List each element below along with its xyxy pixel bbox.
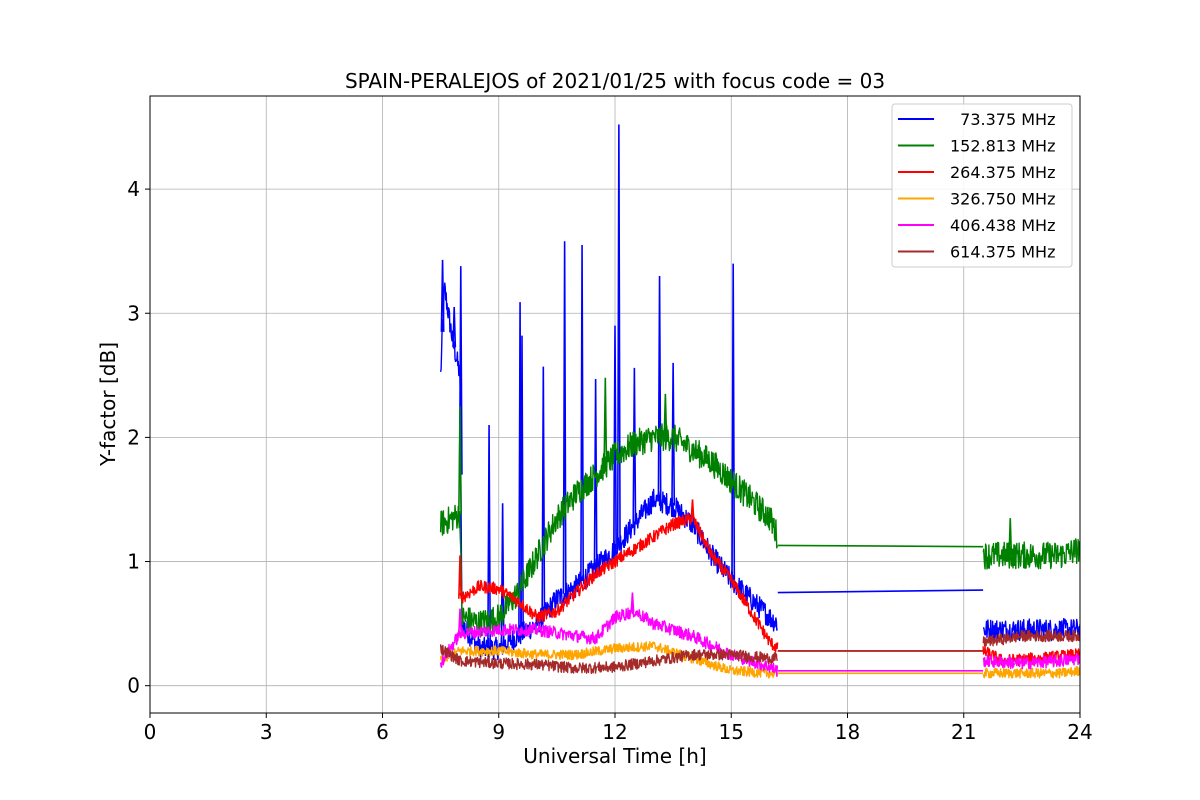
x-tick-label: 12 xyxy=(602,720,627,744)
series-spike xyxy=(452,307,457,348)
legend-label: 264.375 MHz xyxy=(950,163,1055,182)
x-tick-label: 21 xyxy=(951,720,976,744)
series-trace xyxy=(982,645,1080,667)
series-trace xyxy=(982,666,1080,679)
series-spike xyxy=(690,499,695,519)
x-tick-label: 0 xyxy=(144,720,157,744)
y-tick-label: 0 xyxy=(127,674,140,698)
x-tick-label: 6 xyxy=(376,720,389,744)
series-spike xyxy=(458,555,462,599)
y-tick-label: 3 xyxy=(127,301,140,325)
series-line xyxy=(439,640,1080,679)
x-tick-label: 15 xyxy=(719,720,744,744)
series-spike xyxy=(630,592,635,612)
legend-box xyxy=(891,103,1073,268)
series-spike xyxy=(603,377,608,466)
x-tick-label: 24 xyxy=(1067,720,1092,744)
series-spike xyxy=(1008,518,1013,556)
series-line xyxy=(439,629,1080,675)
series-spike xyxy=(562,241,567,594)
series-layer xyxy=(439,124,1080,679)
legend-label: 152.813 MHz xyxy=(950,137,1055,156)
x-tick-label: 9 xyxy=(492,720,505,744)
x-tick-label: 18 xyxy=(835,720,860,744)
series-spike xyxy=(616,124,621,545)
legend-label: 73.375 MHz xyxy=(950,110,1055,129)
legend: 73.375 MHz 152.813 MHz 264.375 MHz 326.750 … xyxy=(891,103,1073,268)
legend-label: 326.750 MHz xyxy=(950,190,1055,209)
y-tick-label: 1 xyxy=(127,550,140,574)
y-axis-label: Y-factor [dB] xyxy=(96,342,120,467)
series-gap-line xyxy=(777,544,984,548)
series-trace xyxy=(459,512,779,653)
series-spike xyxy=(487,424,492,649)
series-trace xyxy=(439,640,778,679)
x-axis-ticks: 0 3 6 9 12 15 18 21 24 xyxy=(144,713,1093,744)
series-spike xyxy=(632,367,637,525)
series-trace xyxy=(982,629,1080,647)
series-spike xyxy=(613,325,617,550)
gridlines xyxy=(150,96,1080,713)
series-spike xyxy=(541,366,546,617)
series-trace xyxy=(982,653,1080,670)
y-tick-label: 2 xyxy=(127,425,140,449)
series-spike xyxy=(663,393,668,438)
series-trace xyxy=(439,644,778,675)
series-spike xyxy=(458,406,462,515)
series-spike xyxy=(580,244,585,581)
x-tick-label: 3 xyxy=(260,720,273,744)
series-spike xyxy=(593,379,598,568)
series-spike xyxy=(671,362,676,506)
y-axis-ticks: 0 1 2 3 4 xyxy=(127,177,150,698)
series-gap-line xyxy=(777,589,984,594)
chart-title: SPAIN-PERALEJOS of 2021/01/25 with focus… xyxy=(345,69,885,93)
legend-label: 614.375 MHz xyxy=(950,243,1055,262)
series-trace xyxy=(982,538,1080,570)
x-axis-label: Universal Time [h] xyxy=(523,744,706,768)
series-trace xyxy=(983,618,1080,642)
series-spike xyxy=(458,608,462,634)
y-tick-label: 4 xyxy=(127,177,140,201)
legend-label: 406.438 MHz xyxy=(950,216,1055,235)
series-spike xyxy=(440,259,445,332)
series-spike xyxy=(458,266,463,475)
series-spike xyxy=(520,335,524,634)
